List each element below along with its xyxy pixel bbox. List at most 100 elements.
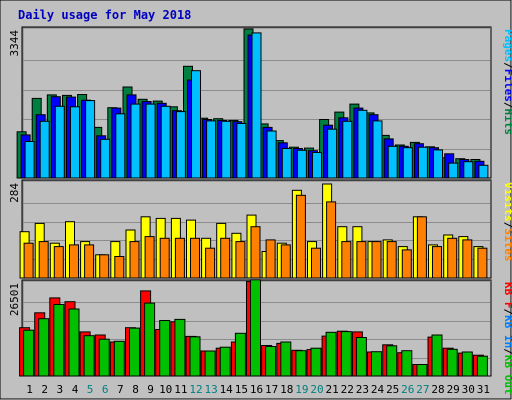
x-tick-label: 3 [56, 383, 63, 396]
bar-sites [326, 201, 337, 279]
bar-sites [23, 242, 34, 279]
bar-pages [115, 113, 126, 179]
bar-kb-out [189, 336, 201, 377]
x-tick-label: 5 [87, 383, 94, 396]
bar-sites [69, 244, 79, 279]
x-tick-label: 24 [371, 383, 385, 396]
bar-pages [463, 161, 474, 179]
bar-sites [99, 254, 110, 279]
bar-kb-out [68, 308, 80, 377]
bar-sites [84, 244, 95, 279]
bar-kb-out [340, 331, 352, 377]
x-tick-label: 14 [220, 383, 234, 396]
legend-part: Hits [502, 109, 512, 136]
bar-sites [477, 247, 488, 279]
bar-kb-out [219, 346, 231, 377]
bar-pages [24, 141, 35, 179]
legend-part: Visits [502, 182, 512, 222]
bar-kb-out [204, 350, 216, 377]
legend-part: / [502, 309, 512, 316]
x-tick-label: 23 [356, 383, 369, 396]
x-tick-label: 21 [325, 383, 338, 396]
bar-kb-out [113, 340, 125, 377]
panel-bevel [22, 27, 491, 178]
legend-part: Pages [502, 29, 512, 62]
bar-pages [312, 152, 322, 179]
bar-kb-out [295, 350, 307, 377]
bar-kb-out [386, 345, 398, 377]
x-tick-label: 31 [477, 383, 490, 396]
bar-pages [206, 120, 217, 179]
bar-kb-out [401, 350, 413, 377]
bar-pages [402, 147, 413, 179]
x-tick-label: 30 [462, 383, 475, 396]
bar-kb-out [83, 335, 95, 377]
x-tick-label: 17 [265, 383, 278, 396]
bar-sites [295, 194, 306, 279]
bar-pages [145, 103, 156, 179]
y-max-label: 3344 [8, 30, 21, 57]
bar-kb-out [446, 348, 458, 377]
bar-pages [251, 32, 262, 179]
bar-kb-out [23, 329, 35, 377]
x-tick-label: 20 [310, 383, 323, 396]
bar-kb-out [174, 318, 186, 377]
bar-kb-out [38, 318, 50, 377]
x-tick-label: 4 [72, 383, 79, 396]
legend-part: / [502, 348, 512, 355]
bar-sites [190, 237, 200, 279]
bar-sites [265, 239, 276, 279]
bar-kb-out [476, 355, 488, 377]
x-tick-label: 7 [117, 383, 124, 396]
bar-pages [448, 162, 459, 179]
bar-sites [174, 237, 185, 279]
bar-sites [462, 239, 473, 279]
bar-pages [266, 130, 277, 179]
x-tick-label: 9 [147, 383, 154, 396]
bar-pages [236, 123, 247, 179]
legend-part: KB Out [502, 355, 512, 395]
x-tick-label: 27 [416, 383, 429, 396]
bar-sites [356, 241, 367, 279]
legend-part: KB F [502, 282, 512, 309]
bar-sites [280, 244, 291, 279]
bar-sites [129, 241, 140, 279]
x-tick-label: 16 [250, 383, 263, 396]
bar-pages [296, 149, 307, 179]
bar-pages [372, 120, 383, 179]
bar-kb-out [129, 327, 140, 377]
bar-sites [386, 241, 397, 279]
bar-pages [85, 100, 96, 179]
bar-pages [160, 105, 171, 179]
x-tick-label: 2 [41, 383, 48, 396]
legend-part: Sites [502, 228, 512, 261]
bar-kb-out [431, 334, 443, 377]
bar-sites [371, 241, 382, 279]
x-tick-label: 12 [189, 383, 202, 396]
bar-sites [341, 241, 352, 279]
bar-pages [100, 138, 111, 179]
bar-sites [38, 241, 49, 279]
legend-part: / [502, 62, 512, 69]
bar-pages [357, 109, 368, 179]
x-tick-label: 28 [431, 383, 444, 396]
bar-kb-out [144, 302, 156, 377]
bar-sites [159, 237, 170, 279]
legend-part: Files [502, 69, 512, 102]
bar-kb-out [280, 341, 292, 377]
x-tick-label: 13 [204, 383, 217, 396]
bar-kb-out [98, 338, 110, 377]
legend-part: / [502, 222, 512, 229]
legend-part: KB In [502, 315, 512, 348]
bar-pages [54, 105, 65, 179]
bar-kb-out [325, 331, 337, 377]
x-tick-label: 6 [102, 383, 109, 396]
x-tick-label: 18 [280, 383, 293, 396]
bar-pages [478, 164, 489, 179]
x-tick-label: 10 [159, 383, 172, 396]
x-tick-label: 11 [174, 383, 187, 396]
bar-kb-out [310, 347, 322, 377]
bar-pages [175, 111, 186, 179]
bar-kb-out [53, 304, 65, 377]
right-legend: Pages/Files/Hits [502, 29, 512, 135]
